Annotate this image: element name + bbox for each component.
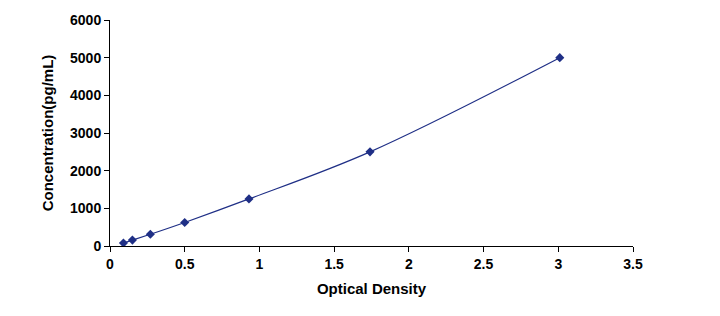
svg-text:0: 0 <box>93 238 101 254</box>
svg-text:3: 3 <box>554 256 562 272</box>
svg-text:Concentration(pg/mL): Concentration(pg/mL) <box>39 55 56 212</box>
svg-text:2.5: 2.5 <box>474 256 494 272</box>
svg-text:5000: 5000 <box>70 50 101 66</box>
svg-text:3000: 3000 <box>70 125 101 141</box>
svg-text:Optical Density: Optical Density <box>317 280 427 297</box>
svg-text:2: 2 <box>405 256 413 272</box>
svg-text:0: 0 <box>106 256 114 272</box>
svg-text:6000: 6000 <box>70 12 101 28</box>
svg-text:2000: 2000 <box>70 163 101 179</box>
svg-text:1.5: 1.5 <box>324 256 344 272</box>
svg-text:1000: 1000 <box>70 200 101 216</box>
svg-text:3.5: 3.5 <box>623 256 643 272</box>
svg-text:1: 1 <box>256 256 264 272</box>
svg-text:0.5: 0.5 <box>175 256 195 272</box>
svg-text:4000: 4000 <box>70 87 101 103</box>
